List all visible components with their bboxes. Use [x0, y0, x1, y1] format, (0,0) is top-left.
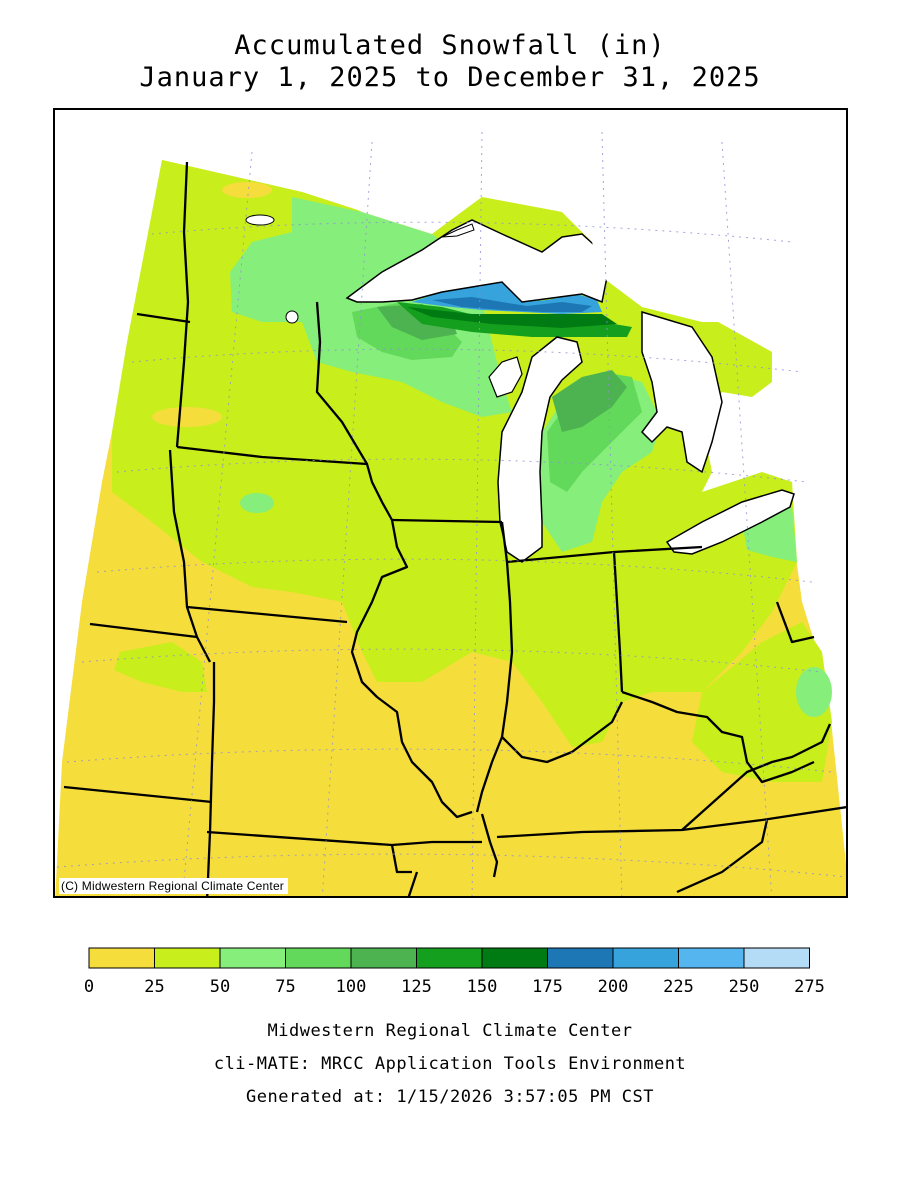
legend-swatch	[88, 947, 155, 969]
legend-tick-label: 50	[210, 977, 230, 997]
color-legend: 0 25 50 75 100 125 150 175 200 225 250 275	[84, 947, 825, 997]
legend-swatch	[219, 947, 286, 969]
legend-tick-label: 75	[275, 977, 295, 997]
legend-swatch	[350, 947, 417, 969]
contour-50-75-wv	[796, 667, 832, 717]
green-bay	[488, 356, 523, 398]
contour-175-200-superior	[432, 297, 592, 312]
legend-tick-label: 150	[467, 977, 498, 997]
legend-tick-label: 100	[336, 977, 367, 997]
snowfall-map: (C) Midwestern Regional Climate Center	[53, 108, 848, 898]
legend-tick-label: 200	[598, 977, 629, 997]
legend-tick-label: 0	[84, 977, 94, 997]
map-date-range: January 1, 2025 to December 31, 2025	[139, 62, 761, 93]
map-title: Accumulated Snowfall (in)	[234, 30, 666, 61]
contour-150-175-up	[407, 307, 617, 328]
legend-tick-label: 175	[532, 977, 563, 997]
legend-tick-label: 275	[794, 977, 825, 997]
legend-swatch	[678, 947, 745, 969]
contour-0-25-minnesota	[222, 182, 272, 198]
legend-tick-label: 250	[729, 977, 760, 997]
footer-tool: cli-MATE: MRCC Application Tools Environ…	[213, 1054, 687, 1074]
footer-generated: Generated at: 1/15/2026 3:57:05 PM CST	[246, 1087, 654, 1107]
contour-25-50-east	[692, 622, 832, 782]
legend-swatch	[743, 947, 810, 969]
contour-0-25-minnesota-south	[152, 407, 222, 427]
legend-swatch	[612, 947, 679, 969]
map-canvas	[55, 110, 846, 896]
legend-swatch	[481, 947, 548, 969]
state-boundaries	[63, 161, 846, 896]
isle-royale	[441, 223, 475, 238]
legend-swatch	[547, 947, 614, 969]
graticule	[56, 131, 846, 896]
legend-swatch	[154, 947, 221, 969]
contour-50-75-iowa	[240, 493, 274, 513]
canada-land	[302, 110, 792, 492]
legend-tick-label: 125	[401, 977, 432, 997]
footer-organization: Midwestern Regional Climate Center	[267, 1021, 633, 1041]
lake-erie	[665, 489, 795, 555]
legend-swatch	[416, 947, 483, 969]
red-lake	[285, 310, 299, 324]
legend-tick-label: 25	[144, 977, 164, 997]
lake-huron	[641, 310, 723, 474]
map-credit: (C) Midwestern Regional Climate Center	[59, 878, 289, 894]
lake-of-woods	[245, 214, 275, 226]
legend-tick-label: 225	[663, 977, 694, 997]
contour-25-50-missouri	[114, 642, 207, 692]
legend-swatch	[285, 947, 352, 969]
lake-superior	[345, 219, 608, 304]
